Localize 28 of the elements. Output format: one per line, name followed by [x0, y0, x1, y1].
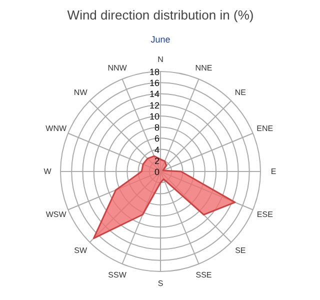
spoke-label: SSE: [196, 270, 212, 280]
spoke-label: NW: [74, 88, 88, 97]
y-tick-label: 16: [149, 78, 160, 88]
y-tick-label: 6: [154, 134, 160, 144]
y-tick-label: 14: [149, 89, 160, 100]
y-tick-label: 8: [154, 122, 160, 133]
y-tick-label: 4: [154, 144, 160, 155]
spoke-label: NE: [234, 88, 246, 97]
chart-subtitle: June: [150, 34, 170, 44]
spoke-label: WSW: [46, 210, 67, 219]
spoke-label: SW: [74, 246, 88, 256]
spoke-label: ESE: [256, 210, 273, 219]
y-tick-label: 10: [149, 111, 160, 122]
spoke-label: NNE: [195, 64, 212, 73]
spoke-label: N: [158, 55, 164, 64]
spoke-label: E: [270, 167, 276, 176]
spoke-label: SE: [235, 246, 246, 256]
spoke-label: NNW: [108, 64, 128, 73]
y-tick-label: 18: [149, 67, 160, 77]
y-tick-label: 2: [154, 156, 160, 166]
chart-title: Wind direction distribution in (%): [67, 8, 254, 22]
spoke-label: S: [158, 279, 164, 288]
spoke-label: WNW: [46, 124, 67, 134]
spoke-label: SSW: [108, 270, 127, 280]
spoke-label: ENE: [256, 124, 274, 134]
y-tick-label: 0: [154, 167, 160, 177]
y-tick-label: 12: [149, 100, 160, 110]
spoke-label: W: [44, 167, 52, 176]
